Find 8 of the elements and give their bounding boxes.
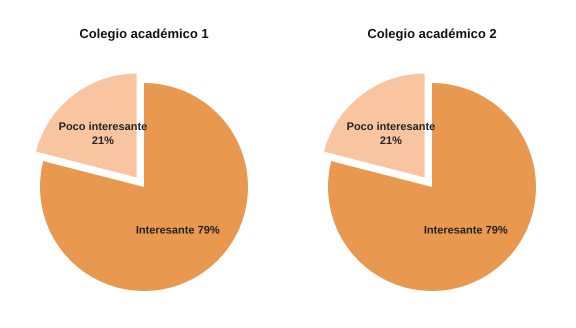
slice-label: Poco interesante <box>58 121 148 134</box>
slice-label: Interesante 79% <box>424 224 508 236</box>
chart-title: Colegio académico 1 <box>79 26 209 41</box>
data-label: 21% <box>92 135 114 148</box>
data-label: 21% <box>380 135 402 148</box>
slice-label: Poco interesante <box>346 121 436 134</box>
slice-label: Interesante 79% <box>136 224 220 236</box>
chart-title: Colegio académico 2 <box>367 26 497 41</box>
